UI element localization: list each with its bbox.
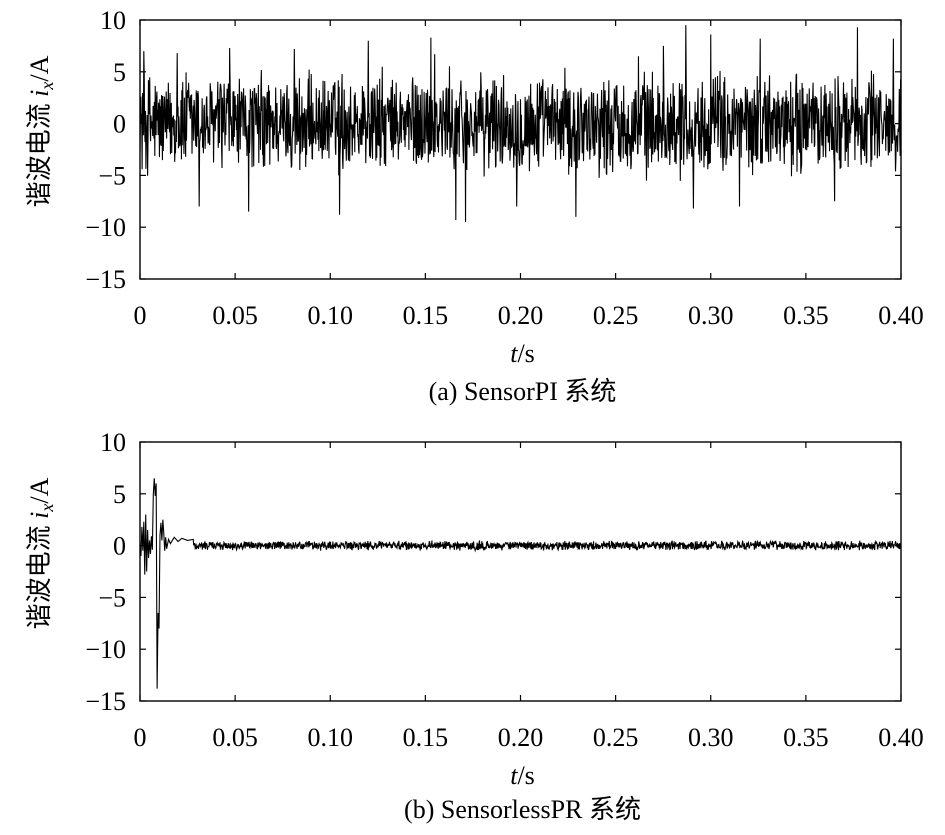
chart-b-xtick-label: 0.15 (403, 723, 449, 752)
chart-a-xtick-label: 0.05 (212, 301, 258, 330)
chart-a-xtick-label: 0.30 (688, 301, 734, 330)
chart-a-ytick-label: −5 (98, 161, 126, 190)
chart-b-xtick-label: 0.25 (593, 723, 639, 752)
chart-b-ylabel-var: i (25, 512, 54, 519)
chart-b-ylabel-unit: /A (25, 477, 54, 503)
chart-b-xlabel-unit: /s (517, 761, 534, 790)
chart-a-xtick-label: 0.40 (878, 301, 924, 330)
chart-a-ylabel-unit: /A (25, 55, 54, 81)
chart-b-xtick-label: 0.35 (783, 723, 829, 752)
chart-b-ytick-label: −15 (85, 687, 126, 716)
chart-a-ytick-label: 0 (113, 110, 126, 139)
chart-b: 10 5 0 −5 −10 −15 0 0.05 0.10 0.15 0.20 0.25 0.30 0.3… (25, 428, 924, 824)
chart-a-xtick-label: 0.25 (593, 301, 639, 330)
chart-b-ytick-label: 5 (113, 480, 126, 509)
chart-a-ylabel: 谐波电流 ix/A (25, 55, 57, 207)
chart-b-xtick-label: 0.40 (878, 723, 924, 752)
chart-b-xtick-label: 0.05 (212, 723, 258, 752)
chart-a-xtick-label: 0.10 (308, 301, 354, 330)
chart-b-xlabel: t/s (510, 761, 535, 790)
chart-b-ylabel: 谐波电流 ix/A (25, 477, 57, 629)
chart-b-plot-frame (139, 441, 902, 702)
chart-b-ylabel-sub: x (37, 504, 57, 513)
chart-b-xtick-label: 0.10 (308, 723, 354, 752)
chart-b-series-line (139, 478, 902, 689)
chart-a-ytick-label: 10 (100, 6, 126, 35)
chart-b-ytick-label: −10 (85, 635, 126, 664)
chart-b-ylabel-text: 谐波电流 (25, 519, 54, 630)
chart-b-xtick-label: 0 (134, 723, 147, 752)
chart-b-xtick-label: 0.20 (498, 723, 544, 752)
chart-b-ytick-label: −5 (98, 583, 126, 612)
chart-a-xlabel-var: t (510, 339, 518, 368)
chart-a-xlabel-unit: /s (517, 339, 534, 368)
chart-b-xtick-label: 0.30 (688, 723, 734, 752)
chart-b-ytick-label: 10 (100, 428, 126, 457)
chart-a-xtick-label: 0.20 (498, 301, 544, 330)
chart-a-xtick-label: 0.15 (403, 301, 449, 330)
chart-a-series-line (139, 25, 902, 223)
chart-b-caption: (b) SensorlessPR 系统 (404, 795, 641, 824)
chart-a-ylabel-text: 谐波电流 (25, 97, 54, 208)
chart-a-xlabel: t/s (510, 339, 535, 368)
chart-b-ytick-label: 0 (113, 532, 126, 561)
chart-a-ylabel-sub: x (37, 82, 57, 91)
chart-a-xtick-label: 0 (134, 301, 147, 330)
chart-a-ytick-label: −10 (85, 213, 126, 242)
chart-a: 10 5 0 −5 −10 −15 0 0.05 0.10 0.15 0.20 0.25 0.30 0.3… (25, 6, 924, 406)
chart-a-xtick-label: 0.35 (783, 301, 829, 330)
chart-a-caption: (a) SensorPI 系统 (429, 377, 617, 406)
chart-a-ytick-label: 5 (113, 58, 126, 87)
chart-b-xlabel-var: t (510, 761, 518, 790)
chart-a-ytick-label: −15 (85, 265, 126, 294)
chart-a-ylabel-var: i (25, 90, 54, 97)
